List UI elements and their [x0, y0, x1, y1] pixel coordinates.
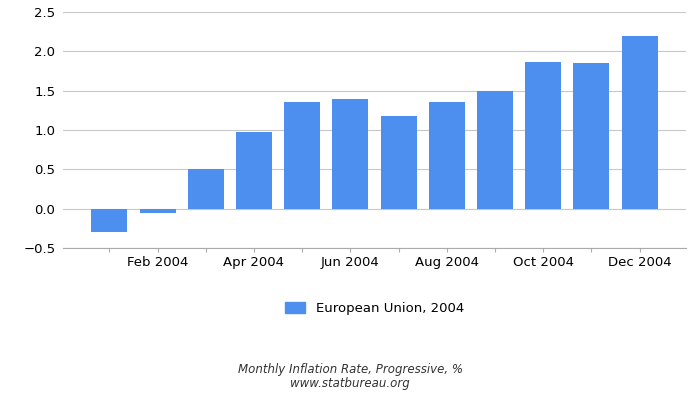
Bar [332, 98, 368, 209]
Text: Monthly Inflation Rate, Progressive, %: Monthly Inflation Rate, Progressive, % [237, 364, 463, 376]
Bar [622, 36, 658, 209]
Legend: European Union, 2004: European Union, 2004 [280, 297, 469, 321]
Bar [573, 63, 610, 209]
Bar [139, 209, 176, 213]
Bar [381, 116, 416, 209]
Bar [477, 91, 513, 209]
Bar [91, 209, 127, 232]
Bar [428, 102, 465, 209]
Text: www.statbureau.org: www.statbureau.org [290, 377, 410, 390]
Bar [188, 169, 224, 209]
Bar [284, 102, 321, 209]
Bar [525, 62, 561, 209]
Bar [236, 132, 272, 209]
